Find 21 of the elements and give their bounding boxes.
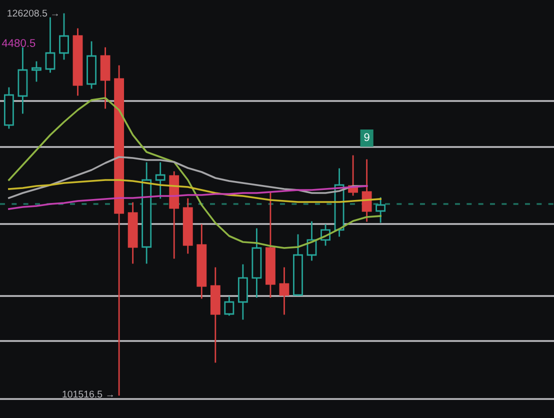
candlestick [238, 264, 248, 320]
candlestick [224, 296, 234, 316]
annotation: 126208.5 → [8, 10, 58, 17]
candlestick [252, 228, 262, 298]
candlestick [155, 162, 166, 199]
candlestick [210, 267, 220, 363]
candlestick [142, 162, 152, 264]
candlestick [114, 65, 124, 396]
annotation: 4480.5 [2, 39, 36, 47]
candlestick [18, 47, 28, 114]
candlestick [266, 192, 276, 298]
candlestick [182, 198, 193, 254]
candlestick [45, 17, 56, 73]
candlestick [279, 267, 290, 315]
candlestick [72, 28, 83, 96]
annotation: 101516.5 → [62, 390, 113, 398]
candlestick [196, 224, 207, 299]
annotation: 9 [364, 133, 370, 142]
candlestick [362, 159, 372, 222]
candlestick [128, 202, 138, 264]
candlestick [100, 47, 110, 109]
